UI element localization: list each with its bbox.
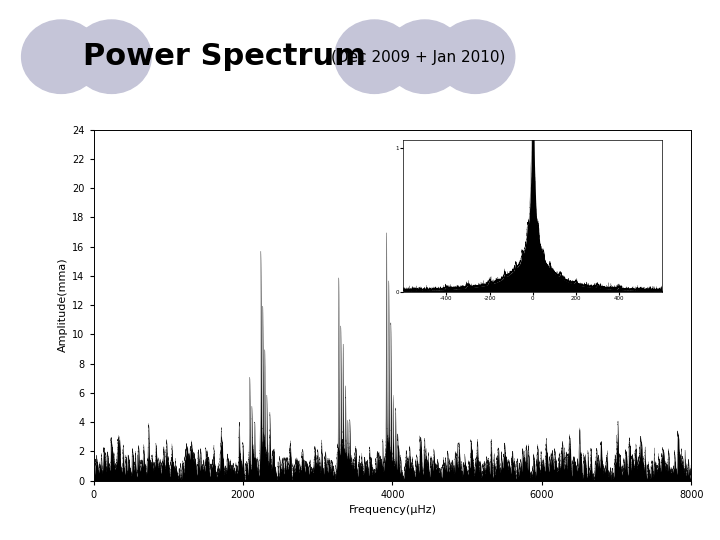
- Y-axis label: Amplitude(mma): Amplitude(mma): [58, 258, 68, 353]
- Text: Power Spectrum: Power Spectrum: [83, 42, 366, 71]
- X-axis label: Frequency(μHz): Frequency(μHz): [348, 505, 436, 515]
- Text: (Dec 2009 + Jan 2010): (Dec 2009 + Jan 2010): [331, 50, 505, 65]
